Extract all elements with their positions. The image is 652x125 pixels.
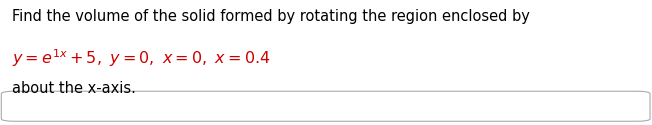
- Text: Find the volume of the solid formed by rotating the region enclosed by: Find the volume of the solid formed by r…: [12, 9, 529, 24]
- Text: about the x-axis.: about the x-axis.: [12, 81, 136, 96]
- Text: $y = e^{1x} + 5,\ y = 0,\ x = 0,\ x = 0.4$: $y = e^{1x} + 5,\ y = 0,\ x = 0,\ x = 0.…: [12, 48, 270, 69]
- FancyBboxPatch shape: [1, 91, 650, 121]
